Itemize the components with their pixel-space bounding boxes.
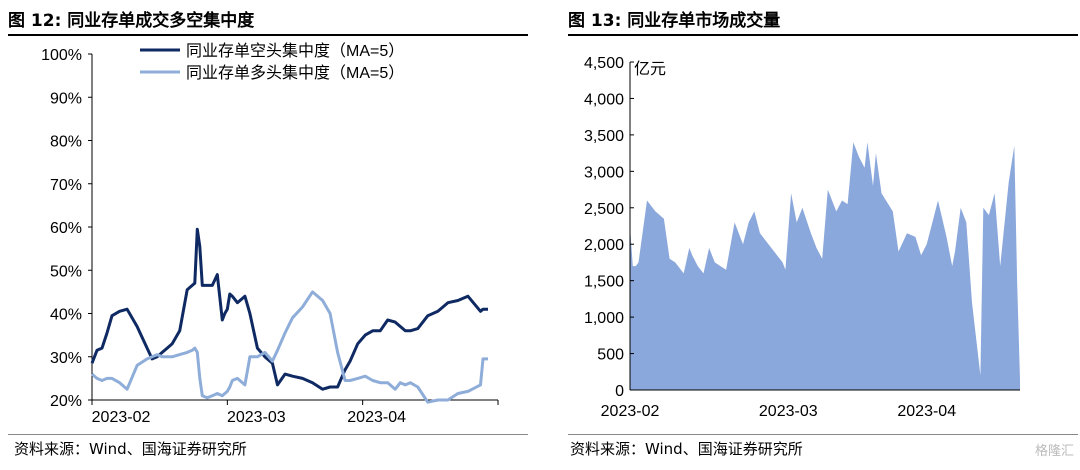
y-tick-label: 60% — [50, 220, 82, 237]
x-tick-label: 2023-02 — [601, 403, 660, 420]
x-tick-label: 2023-02 — [92, 409, 151, 426]
y-tick-label: 20% — [50, 393, 82, 410]
short-long-concentration-chart: 20% 30% 40% 50% 60% 70% 80% 90% 100% 2023-02 2023-… — [41, 42, 499, 426]
y-tick-label: 3,500 — [584, 128, 624, 145]
y-tick-label: 4,000 — [584, 91, 624, 108]
x-tick-label: 2023-03 — [227, 409, 286, 426]
chart-title: 图 12: 同业存单成交多空集中度 — [8, 11, 255, 31]
y-tick-label: 80% — [50, 134, 82, 151]
y-tick-label: 1,500 — [584, 274, 624, 291]
y-tick-label: 40% — [50, 307, 82, 324]
volume-area — [630, 142, 1020, 390]
title-divider — [568, 34, 1078, 36]
right-chart-panel: 图 13: 同业存单市场成交量 0 500 1,000 1,500 2,000 2,500… — [560, 0, 1080, 470]
watermark: 格隆汇 — [1034, 444, 1074, 459]
y-tick-label: 0 — [615, 383, 624, 400]
y-tick-label: 50% — [50, 263, 82, 280]
short-concentration-line — [90, 227, 488, 391]
y-tick-label: 1,000 — [584, 310, 624, 327]
x-tick-label: 2023-04 — [347, 409, 406, 426]
y-tick-label: 2,000 — [584, 237, 624, 254]
chart-title: 图 13: 同业存单市场成交量 — [568, 11, 781, 31]
x-tick-label: 2023-04 — [897, 403, 956, 420]
y-tick-label: 100% — [41, 47, 82, 64]
y-tick-label: 4,500 — [584, 55, 624, 72]
y-tick-label: 3,000 — [584, 164, 624, 181]
source-note: 资料来源：Wind、国海证券研究所 — [570, 440, 803, 458]
source-divider — [8, 434, 528, 435]
source-note: 资料来源：Wind、国海证券研究所 — [14, 440, 247, 458]
legend-label: 同业存单空头集中度（MA=5） — [186, 42, 404, 60]
y-tick-label: 30% — [50, 350, 82, 367]
source-divider — [568, 434, 1078, 435]
long-concentration-line — [91, 290, 488, 404]
legend-label: 同业存单多头集中度（MA=5） — [186, 64, 404, 82]
y-tick-label: 70% — [50, 177, 82, 194]
left-chart-panel: 图 12: 同业存单成交多空集中度 20% 30% 40% 50% 60% 70% 80% 9… — [8, 11, 528, 458]
unit-label: 亿元 — [634, 60, 666, 78]
y-tick-label: 2,500 — [584, 201, 624, 218]
title-divider — [8, 34, 528, 36]
y-tick-label: 500 — [597, 347, 624, 364]
trading-volume-chart: 0 500 1,000 1,500 2,000 2,500 3,000 3,500 4,000 4… — [584, 55, 1020, 420]
x-tick-label: 2023-03 — [759, 403, 818, 420]
y-tick-label: 90% — [50, 90, 82, 107]
